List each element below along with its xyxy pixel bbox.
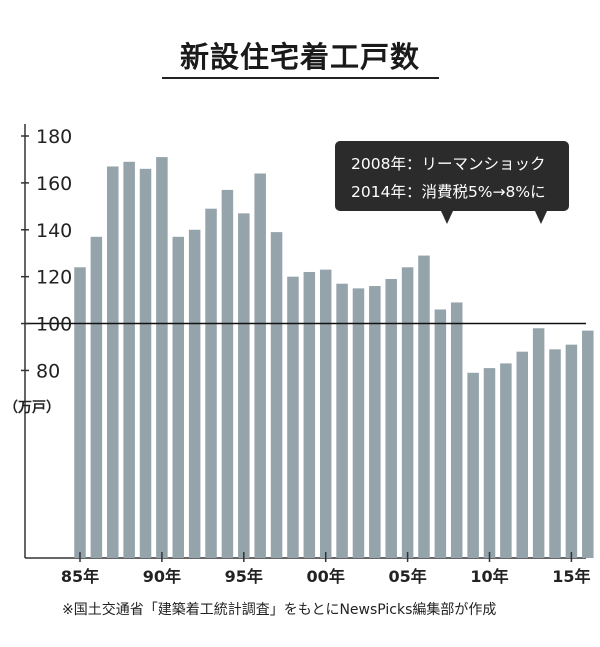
x-tick-label-1995: 95年 bbox=[225, 567, 263, 586]
x-tick-label-2000: 00年 bbox=[307, 567, 345, 586]
bar-2003 bbox=[369, 286, 381, 558]
callout-pointer-2008 bbox=[441, 211, 453, 224]
bar-2015 bbox=[565, 344, 578, 558]
bar-2013 bbox=[532, 328, 545, 558]
y-axis-unit-label: （万戸） bbox=[4, 400, 60, 416]
x-tick-label-2005: 05年 bbox=[388, 567, 426, 586]
title-underline bbox=[162, 77, 439, 79]
x-tick-label-1990: 90年 bbox=[143, 567, 181, 586]
bar-2005 bbox=[401, 267, 414, 558]
bar-2008 bbox=[450, 302, 463, 558]
bar-2007 bbox=[434, 309, 447, 558]
bar-2014 bbox=[549, 349, 561, 558]
annotation-callout: 2008年：リーマンショック 2014年：消費税5%→8%に bbox=[335, 141, 569, 224]
bar-2010 bbox=[483, 368, 496, 558]
bar-1990 bbox=[156, 157, 168, 558]
source-note: ※国土交通省「建築着工統計調査」をもとにNewsPicks編集部が作成 bbox=[62, 602, 497, 618]
bar-2001 bbox=[336, 283, 348, 558]
bar-2016 bbox=[582, 330, 594, 558]
bar-1999 bbox=[303, 271, 316, 558]
bar-1987 bbox=[107, 166, 119, 558]
bar-1988 bbox=[123, 161, 135, 559]
bar-2002 bbox=[352, 288, 365, 558]
y-tick-label-140: 140 bbox=[36, 220, 72, 242]
bar-1997 bbox=[270, 232, 283, 558]
bar-1986 bbox=[90, 236, 103, 559]
bar-1991 bbox=[172, 236, 185, 559]
callout-pointer-2014 bbox=[535, 211, 547, 224]
bar-1992 bbox=[188, 229, 201, 558]
y-tick-label-80: 80 bbox=[36, 360, 60, 382]
bar-2006 bbox=[418, 255, 430, 559]
bar-1989 bbox=[139, 168, 152, 559]
x-tick-label-1985: 85年 bbox=[61, 567, 99, 586]
bar-1985 bbox=[74, 267, 86, 558]
bar-2000 bbox=[319, 269, 332, 558]
callout-line-2008: 2008年：リーマンショック bbox=[351, 155, 546, 173]
bar-2012 bbox=[516, 351, 529, 558]
x-tick-label-2015: 15年 bbox=[552, 567, 590, 586]
bar-1995 bbox=[238, 213, 250, 558]
bar-2009 bbox=[467, 372, 479, 558]
bar-2011 bbox=[500, 363, 512, 558]
bar-2004 bbox=[385, 279, 397, 558]
bar-1993 bbox=[205, 208, 217, 558]
bar-1994 bbox=[221, 189, 234, 558]
y-tick-label-160: 160 bbox=[36, 173, 72, 195]
callout-line-2014: 2014年：消費税5%→8%に bbox=[351, 183, 546, 201]
chart-title: 新設住宅着工戸数 bbox=[179, 40, 420, 74]
x-tick-label-2010: 10年 bbox=[470, 567, 508, 586]
y-tick-label-180: 180 bbox=[36, 126, 72, 148]
bar-1996 bbox=[254, 173, 266, 558]
y-tick-label-120: 120 bbox=[36, 267, 72, 289]
y-tick-label-100: 100 bbox=[36, 314, 72, 336]
bar-1998 bbox=[287, 276, 299, 558]
